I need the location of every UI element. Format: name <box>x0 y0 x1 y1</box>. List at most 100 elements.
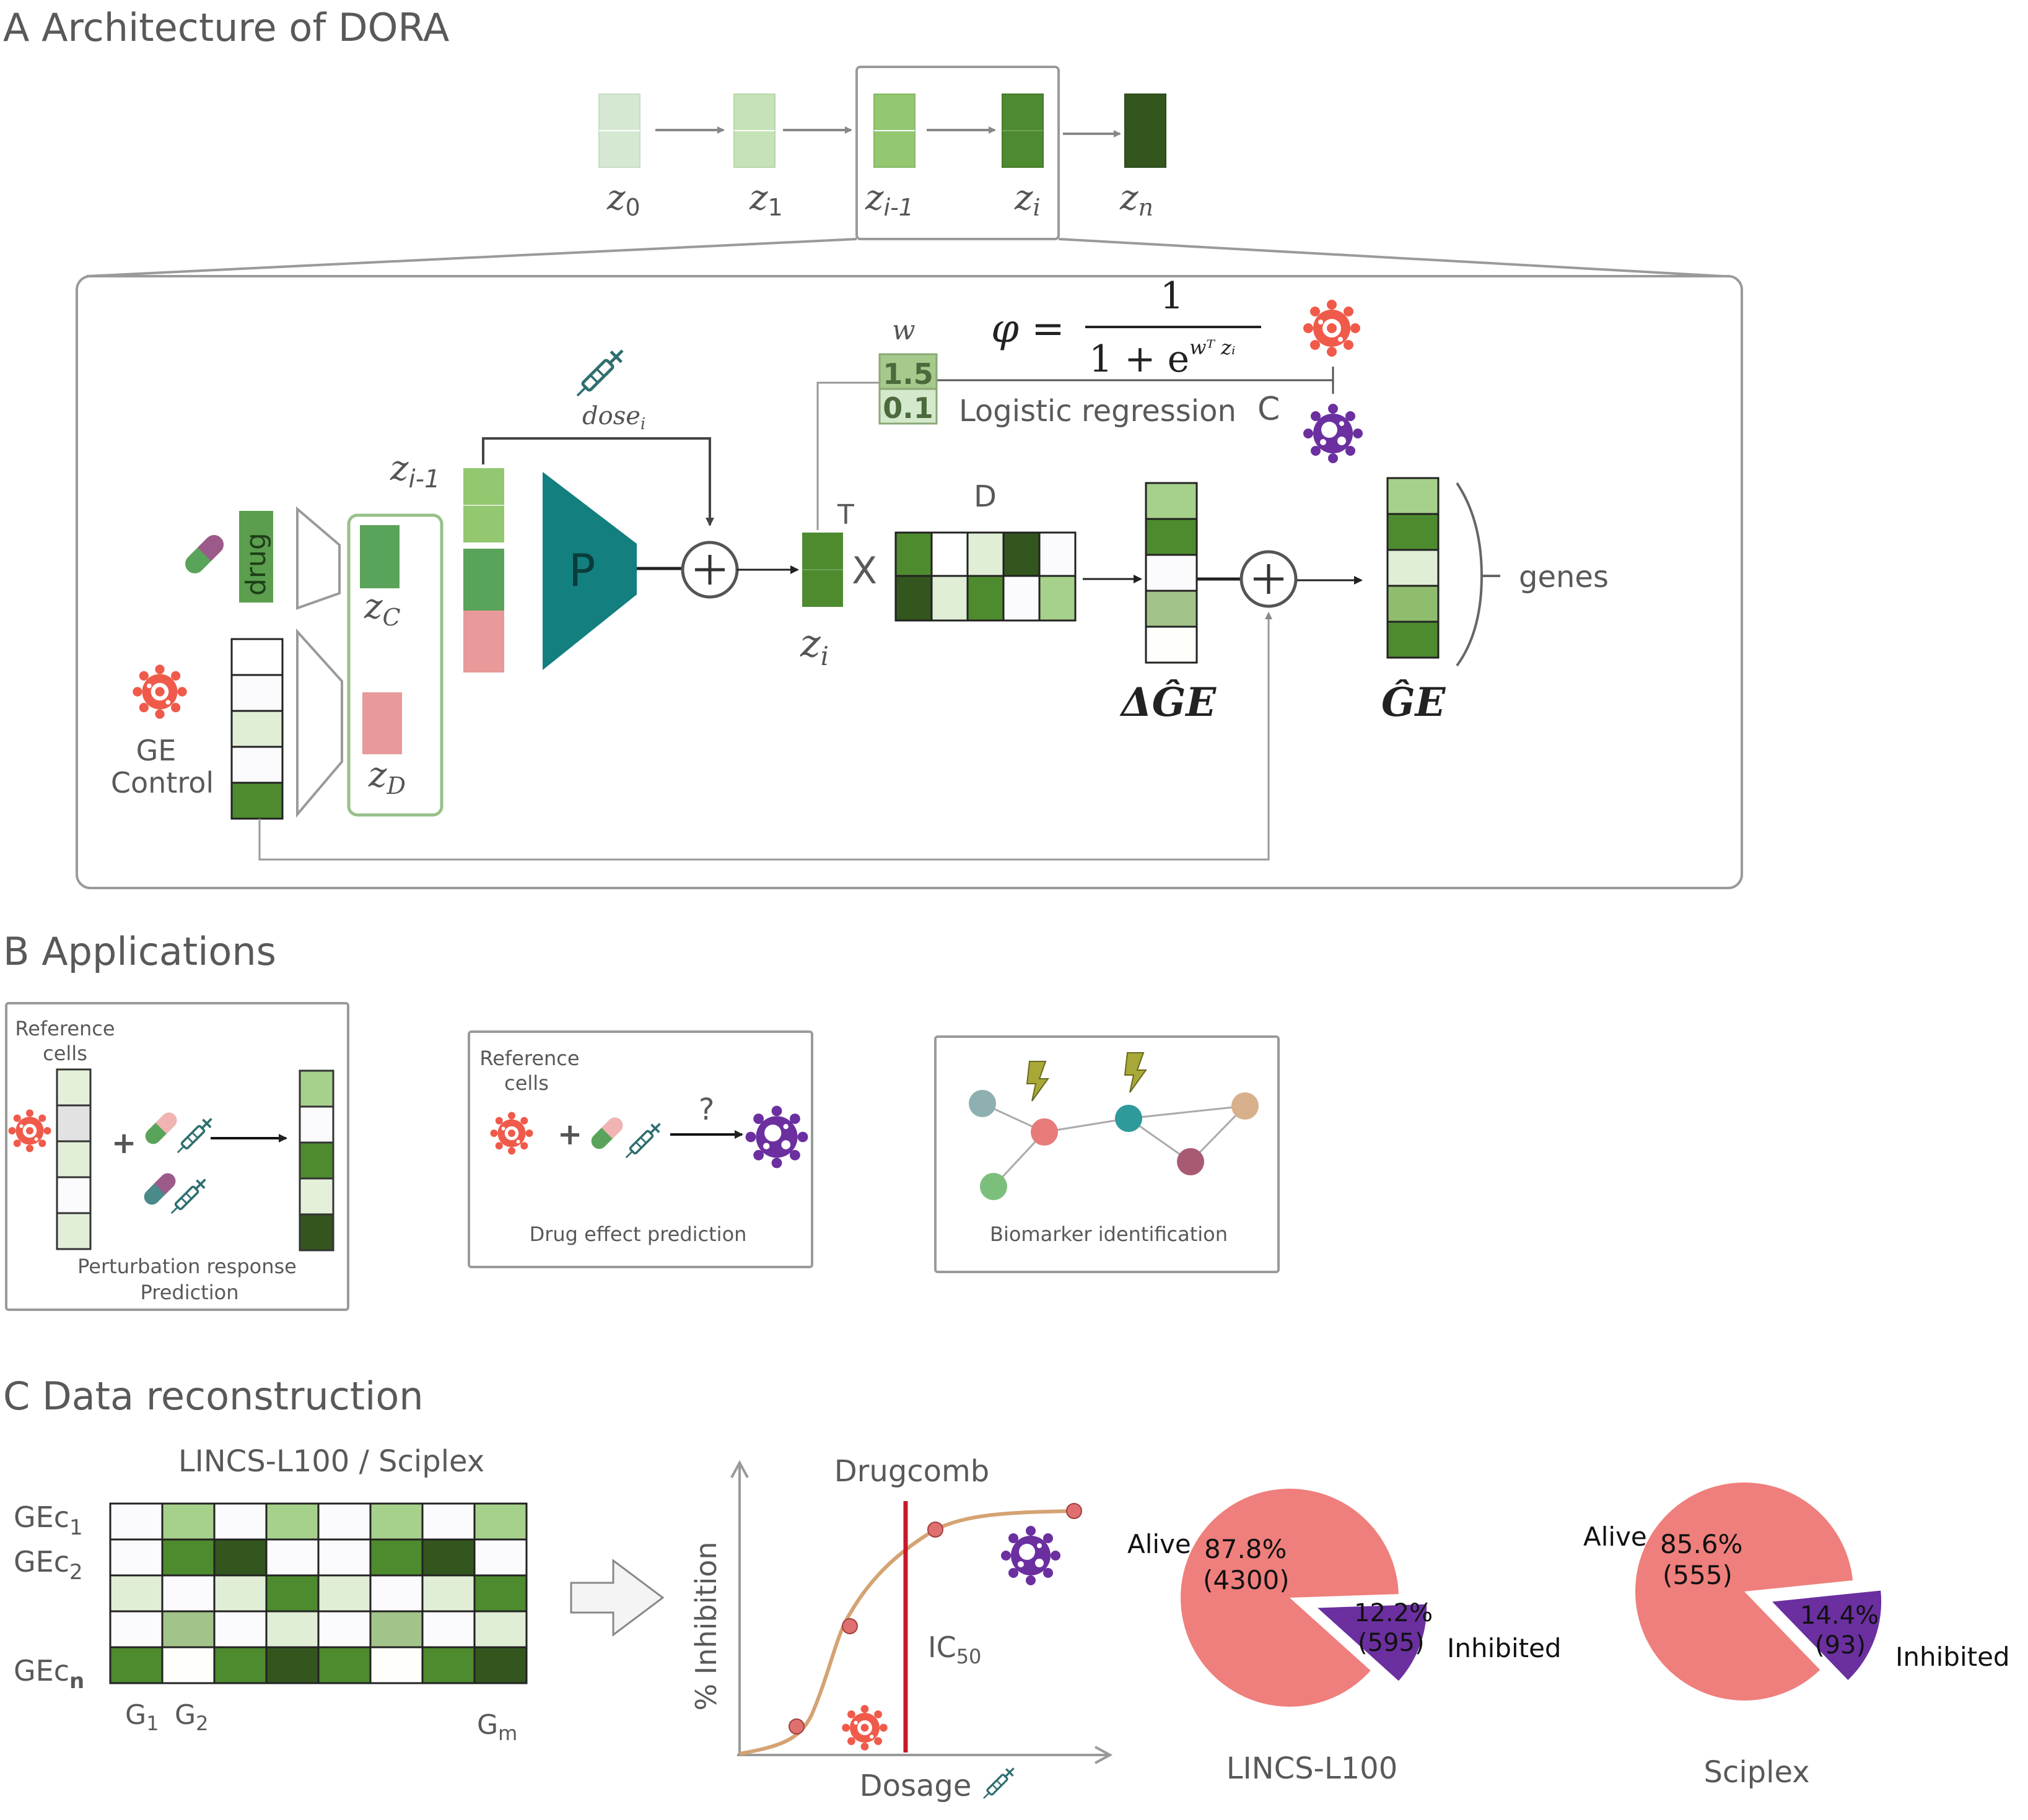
pie-lincs-alive-count: (4300) <box>1203 1565 1290 1595</box>
pie-lincs-alive-pct: 87.8% <box>1204 1534 1287 1564</box>
genes-bracket <box>1456 482 1484 667</box>
network-node <box>1031 1118 1058 1146</box>
ref-cells-label-1: Reference <box>15 1017 115 1040</box>
pill-icon <box>141 1170 179 1208</box>
chain-label-2: zi-1 <box>865 178 914 221</box>
network-node <box>1115 1105 1142 1132</box>
w-value-1: 0.1 <box>883 391 933 425</box>
section-a-title: A Architecture of DORA <box>3 5 449 50</box>
heatmap-title: LINCS-L100 / Sciplex <box>178 1444 484 1479</box>
pie-sciplex-title: Sciplex <box>1703 1755 1809 1790</box>
pie-slice-alive <box>1635 1483 1853 1700</box>
syringe-icon <box>172 1113 217 1158</box>
drug-vector <box>239 511 273 603</box>
d-label: D <box>974 479 997 514</box>
ge-hat-vector <box>1386 477 1440 659</box>
pie-sciplex-alive-pct: 85.6% <box>1660 1529 1742 1559</box>
app-panel-biomarker <box>934 1035 1280 1273</box>
t-label: T <box>837 499 854 531</box>
x-axis-label: Dosage <box>860 1769 972 1803</box>
chain-label-3: zi <box>1014 178 1041 221</box>
chain-block-4 <box>1124 94 1166 168</box>
pie-sciplex-inhibited-name: Inhibited <box>1895 1642 2010 1672</box>
chain-label-4: zn <box>1119 178 1153 221</box>
zi-label: zi <box>800 620 829 671</box>
network-node <box>969 1090 996 1117</box>
w-cell-1 <box>878 388 938 425</box>
plus-sign: + <box>557 1117 582 1152</box>
pie-chart-sciplex <box>1635 1483 1882 1700</box>
pie-slice-inhibited <box>1318 1604 1427 1681</box>
pie-sciplex-inhibited-pct: 14.4% <box>1800 1601 1879 1630</box>
latent-chain: z0 z1 zi-1 zi zn <box>598 66 1166 240</box>
pie-lincs-inhibited-pct: 12.2% <box>1354 1599 1433 1627</box>
col-label-1: G1 <box>125 1699 159 1735</box>
latent-box <box>347 513 444 817</box>
ge-control-vector <box>230 638 284 820</box>
zc-block <box>360 525 400 588</box>
logistic-label: Logistic regression <box>959 394 1236 429</box>
row-label-2: GEc2 <box>14 1545 83 1585</box>
x-label: X <box>852 549 877 593</box>
delta-ge-vector <box>1145 482 1198 664</box>
ref-cells-label-2: cells <box>43 1042 87 1065</box>
alive-cell-icon <box>490 1112 533 1155</box>
zd-label: zD <box>368 755 406 799</box>
drug-encoder <box>296 506 341 610</box>
pie-lincs-inhibited-name: Inhibited <box>1447 1633 1562 1663</box>
ge-hat-label: ĜE <box>1381 679 1446 726</box>
inhibited-cell-icon <box>1303 404 1363 463</box>
pie-slice-alive <box>1181 1489 1399 1707</box>
c-label: C <box>1257 391 1280 428</box>
syringe-icon <box>621 1118 665 1163</box>
pie-sciplex-inhibited-count: (93) <box>1815 1631 1866 1660</box>
ic50-label: IC50 <box>928 1631 981 1668</box>
formula-phi: φ = <box>991 306 1065 352</box>
biomarker-network <box>969 1090 1259 1200</box>
app1-caption-2: Prediction <box>141 1281 239 1304</box>
section-b-title: B Applications <box>3 929 276 974</box>
curve-point <box>1066 1503 1082 1519</box>
ge-control-label-2: Control <box>111 766 214 799</box>
expression-heatmap <box>109 1502 528 1684</box>
zoom-box <box>855 66 1060 240</box>
pill-icon <box>181 531 228 578</box>
flow-arrow <box>570 1559 665 1637</box>
genes-label: genes <box>1519 560 1609 594</box>
y-axis-label: % Inhibition <box>689 1541 723 1710</box>
app1-caption-1: Perturbation response <box>77 1255 297 1278</box>
dose-label: dosei <box>582 402 645 433</box>
alive-cell-icon <box>133 664 187 719</box>
zc-label: zC <box>364 586 401 631</box>
w-label: w <box>892 315 916 346</box>
alive-cell-icon <box>8 1109 51 1152</box>
network-node <box>1177 1148 1204 1175</box>
col-label-m: Gm <box>477 1709 517 1745</box>
row-label-1: GEc1 <box>14 1500 83 1540</box>
chain-label-0: z0 <box>606 178 640 221</box>
pie-sciplex-alive-name: Alive <box>1583 1522 1647 1552</box>
app3-caption: Biomarker identification <box>990 1222 1228 1246</box>
z-prev-label: zi-1 <box>390 448 440 494</box>
w-cell-0 <box>878 353 938 390</box>
inhibited-cell-icon <box>1001 1526 1060 1585</box>
control-encoder <box>296 628 343 818</box>
pie-lincs-title: LINCS-L100 <box>1226 1751 1397 1786</box>
inhibited-cell-icon <box>745 1105 808 1169</box>
curve-title: Drugcomb <box>834 1454 990 1489</box>
curve-point <box>842 1618 858 1634</box>
predicted-vector <box>299 1069 334 1252</box>
app-panel-perturbation <box>5 1002 349 1311</box>
pie-chart-lincs <box>1181 1489 1427 1707</box>
p-label: P <box>569 544 595 596</box>
ref-cells-label-2: cells <box>504 1071 549 1095</box>
formula-numerator: 1 <box>1160 274 1184 318</box>
curve-point <box>789 1718 805 1735</box>
chain-label-1: z1 <box>749 178 783 221</box>
w-value-0: 1.5 <box>883 357 933 391</box>
z-concat-vector <box>463 468 504 673</box>
pill-icon <box>588 1114 626 1152</box>
pie-lincs-alive-name: Alive <box>1127 1529 1191 1559</box>
formula-denominator: 1 + ewᵀ zᵢ <box>1089 336 1235 381</box>
plus-sign: + <box>111 1126 136 1160</box>
